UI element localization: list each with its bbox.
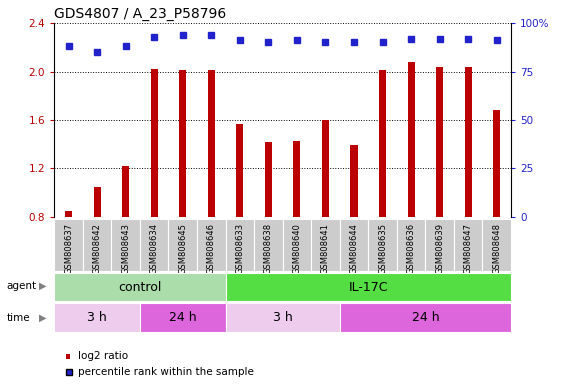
Bar xyxy=(208,70,215,314)
Text: GSM808639: GSM808639 xyxy=(435,223,444,274)
Bar xyxy=(226,303,340,332)
Bar xyxy=(322,120,329,314)
Bar xyxy=(293,141,300,314)
Bar xyxy=(83,219,111,271)
Bar xyxy=(151,69,158,314)
Bar xyxy=(226,219,254,271)
Text: GSM808634: GSM808634 xyxy=(150,223,159,274)
Text: GSM808640: GSM808640 xyxy=(292,223,301,274)
Text: log2 ratio: log2 ratio xyxy=(78,351,128,361)
Bar xyxy=(122,166,129,314)
Bar xyxy=(436,67,443,314)
Text: time: time xyxy=(7,313,30,323)
Text: ▶: ▶ xyxy=(39,281,46,291)
Text: control: control xyxy=(118,281,162,293)
Bar xyxy=(254,219,283,271)
Text: GSM808644: GSM808644 xyxy=(349,223,359,274)
Bar xyxy=(351,146,357,314)
Text: GSM808646: GSM808646 xyxy=(207,223,216,274)
Bar xyxy=(408,62,415,314)
Text: GSM808645: GSM808645 xyxy=(178,223,187,274)
Bar xyxy=(397,219,425,271)
Text: GSM808637: GSM808637 xyxy=(64,223,73,274)
Text: percentile rank within the sample: percentile rank within the sample xyxy=(78,367,254,377)
Bar xyxy=(311,219,340,271)
Bar xyxy=(265,142,272,314)
Bar xyxy=(283,219,311,271)
Text: 3 h: 3 h xyxy=(273,311,292,324)
Text: 24 h: 24 h xyxy=(412,311,439,324)
Bar xyxy=(54,303,140,332)
Bar xyxy=(379,70,386,314)
Text: GSM808638: GSM808638 xyxy=(264,223,273,274)
Text: GSM808636: GSM808636 xyxy=(407,223,416,274)
Text: 3 h: 3 h xyxy=(87,311,107,324)
Bar xyxy=(140,219,168,271)
Bar xyxy=(54,273,226,301)
Text: GDS4807 / A_23_P58796: GDS4807 / A_23_P58796 xyxy=(54,7,227,21)
Bar xyxy=(179,70,186,314)
Bar xyxy=(482,219,511,271)
Bar xyxy=(493,110,500,314)
Bar xyxy=(340,219,368,271)
Text: GSM808648: GSM808648 xyxy=(492,223,501,274)
Bar xyxy=(425,219,454,271)
Bar xyxy=(168,219,197,271)
Text: IL-17C: IL-17C xyxy=(348,281,388,293)
Text: GSM808642: GSM808642 xyxy=(93,223,102,274)
Text: agent: agent xyxy=(7,281,37,291)
Bar xyxy=(65,211,72,314)
Bar xyxy=(197,219,226,271)
Bar xyxy=(54,219,83,271)
Text: GSM808643: GSM808643 xyxy=(121,223,130,274)
Bar xyxy=(140,303,226,332)
Bar xyxy=(465,67,472,314)
Text: GSM808635: GSM808635 xyxy=(378,223,387,274)
Text: GSM808641: GSM808641 xyxy=(321,223,330,274)
Text: ▶: ▶ xyxy=(39,313,46,323)
Text: 24 h: 24 h xyxy=(169,311,196,324)
Bar xyxy=(340,303,511,332)
Bar xyxy=(226,273,511,301)
Bar xyxy=(236,124,243,314)
Text: GSM808647: GSM808647 xyxy=(464,223,473,274)
Bar xyxy=(454,219,482,271)
Text: GSM808633: GSM808633 xyxy=(235,223,244,274)
Bar xyxy=(111,219,140,271)
Bar xyxy=(94,187,100,314)
Bar xyxy=(368,219,397,271)
